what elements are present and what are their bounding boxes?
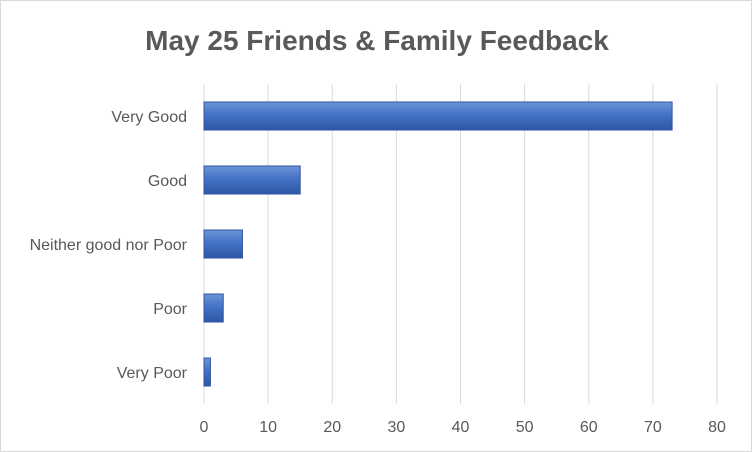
bar-very-poor bbox=[203, 357, 211, 387]
bar-neither-good-nor-poor bbox=[203, 229, 243, 259]
x-axis-tick-labels: 0 10 20 30 40 50 60 70 80 bbox=[200, 419, 726, 436]
x-tick-label: 30 bbox=[387, 419, 405, 436]
category-label: Very Poor bbox=[117, 365, 188, 382]
category-labels: Very Good Good Neither good nor Poor Poor Ve… bbox=[30, 109, 188, 382]
x-tick-label: 50 bbox=[516, 419, 534, 436]
x-tick-label: 40 bbox=[452, 419, 470, 436]
chart-title: May 25 Friends & Family Feedback bbox=[145, 25, 609, 56]
x-tick-label: 60 bbox=[580, 419, 598, 436]
bars bbox=[203, 101, 673, 387]
category-label: Very Good bbox=[111, 109, 187, 126]
category-label: Poor bbox=[153, 301, 187, 318]
category-label: Good bbox=[148, 173, 187, 190]
bar-very-good bbox=[203, 101, 673, 131]
bar-poor bbox=[203, 293, 224, 323]
category-label: Neither good nor Poor bbox=[30, 237, 188, 254]
gridlines bbox=[203, 84, 718, 404]
x-tick-label: 70 bbox=[644, 419, 662, 436]
x-tick-label: 20 bbox=[323, 419, 341, 436]
x-tick-label: 80 bbox=[708, 419, 726, 436]
x-tick-label: 0 bbox=[200, 419, 209, 436]
x-tick-label: 10 bbox=[259, 419, 277, 436]
bar-good bbox=[203, 165, 301, 195]
